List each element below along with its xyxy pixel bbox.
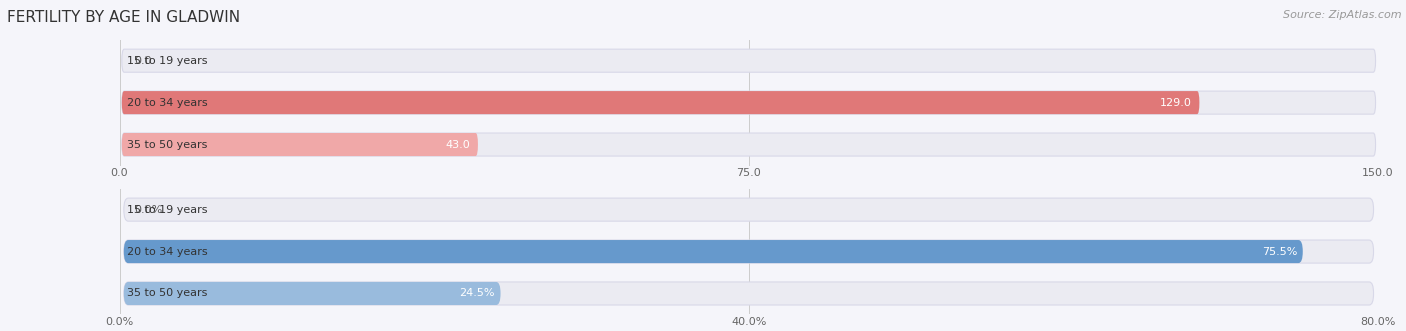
Text: FERTILITY BY AGE IN GLADWIN: FERTILITY BY AGE IN GLADWIN: [7, 10, 240, 25]
Text: 35 to 50 years: 35 to 50 years: [127, 289, 208, 299]
FancyBboxPatch shape: [122, 91, 1375, 114]
Text: 15 to 19 years: 15 to 19 years: [127, 56, 208, 66]
Text: 129.0: 129.0: [1160, 98, 1192, 108]
Text: 0.0: 0.0: [135, 56, 152, 66]
FancyBboxPatch shape: [124, 282, 1374, 305]
FancyBboxPatch shape: [124, 282, 501, 305]
FancyBboxPatch shape: [122, 49, 1375, 72]
Text: 35 to 50 years: 35 to 50 years: [127, 140, 208, 150]
Text: 15 to 19 years: 15 to 19 years: [127, 205, 208, 214]
Text: 75.5%: 75.5%: [1261, 247, 1296, 257]
Text: 24.5%: 24.5%: [460, 289, 495, 299]
FancyBboxPatch shape: [124, 240, 1374, 263]
FancyBboxPatch shape: [124, 240, 1303, 263]
FancyBboxPatch shape: [122, 91, 1199, 114]
FancyBboxPatch shape: [124, 198, 1374, 221]
Text: 43.0: 43.0: [446, 140, 470, 150]
FancyBboxPatch shape: [122, 133, 1375, 156]
Text: Source: ZipAtlas.com: Source: ZipAtlas.com: [1284, 10, 1402, 20]
Text: 20 to 34 years: 20 to 34 years: [127, 247, 208, 257]
Text: 20 to 34 years: 20 to 34 years: [127, 98, 208, 108]
Text: 0.0%: 0.0%: [135, 205, 163, 214]
FancyBboxPatch shape: [122, 133, 478, 156]
